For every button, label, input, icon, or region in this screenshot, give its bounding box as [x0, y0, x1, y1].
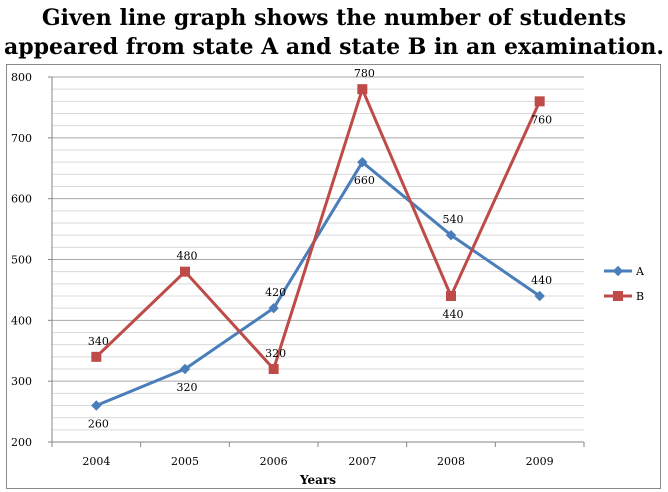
- series-b-data-label: 780: [354, 67, 375, 80]
- series-b-point: [180, 266, 190, 277]
- data-labels: 260 320 420 660 540 440 340 480 320 780 440 760: [88, 67, 552, 430]
- y-tick-label: 700: [11, 132, 32, 145]
- series-b-point: [268, 364, 279, 374]
- chart-title-line-2: appeared from state A and state B in an …: [3, 34, 665, 60]
- legend: AB: [604, 265, 645, 303]
- x-tick-label: 2008: [437, 455, 465, 468]
- gridlines: [52, 76, 584, 431]
- series-b-data-label: 480: [177, 250, 198, 263]
- series-a-point: [445, 229, 457, 241]
- y-tick-label: 400: [11, 314, 32, 327]
- series-a-point: [534, 290, 545, 302]
- y-tick-label: 200: [11, 436, 32, 449]
- series-b-point: [357, 84, 368, 95]
- series-a-data-label: 440: [531, 274, 552, 287]
- series-b-point: [91, 351, 102, 362]
- series-a-data-label: 420: [265, 286, 286, 299]
- series-a-data-label: 660: [354, 174, 375, 187]
- legend-b-label: B: [636, 290, 644, 303]
- y-tick-label: 800: [11, 71, 32, 84]
- y-tick-label: 600: [11, 193, 32, 206]
- x-tick-label: 2007: [348, 455, 376, 468]
- x-tick-label: 2004: [82, 455, 110, 468]
- series-b-data-label: 440: [443, 308, 464, 321]
- series-b-point: [534, 96, 545, 107]
- x-axis-label: Years: [299, 473, 336, 487]
- legend-b-marker: [613, 291, 623, 301]
- series-a-data-label: 260: [88, 418, 109, 431]
- series: [91, 84, 545, 411]
- x-tick-label: 2005: [171, 455, 199, 468]
- legend-a-label: A: [635, 265, 645, 278]
- series-a-data-label: 540: [443, 213, 464, 226]
- series-a-data-label: 320: [177, 381, 198, 394]
- x-tick-label: 2006: [260, 455, 288, 468]
- series-a-point: [91, 400, 102, 411]
- series-a-point: [268, 302, 279, 314]
- chart-title-line-1: Given line graph shows the number of stu…: [41, 5, 627, 31]
- series-b-data-label: 320: [265, 347, 286, 360]
- series-b-point: [446, 291, 456, 301]
- legend-a-marker: [612, 265, 624, 277]
- y-tick-label: 300: [11, 375, 32, 388]
- y-tick-label: 500: [11, 254, 32, 267]
- x-tick-label: 2009: [526, 455, 554, 468]
- axes: 200 300 400 500 600 700 800 2004 2005 2006 2007 200…: [11, 71, 585, 468]
- series-a-line: [95, 160, 541, 407]
- series-a-point: [357, 156, 368, 168]
- chart-title: Given line graph shows the number of stu…: [0, 4, 668, 62]
- series-a-point: [179, 363, 191, 375]
- series-b-data-label: 760: [531, 113, 552, 126]
- series-b-line: [95, 87, 542, 371]
- series-b-data-label: 340: [88, 335, 109, 348]
